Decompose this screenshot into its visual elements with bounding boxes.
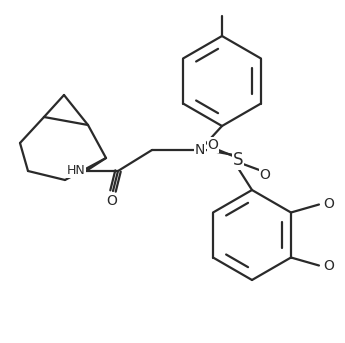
Text: HN: HN bbox=[67, 165, 85, 177]
Text: S: S bbox=[233, 151, 243, 169]
Text: O: O bbox=[323, 198, 334, 212]
Text: O: O bbox=[107, 194, 117, 208]
Text: O: O bbox=[323, 259, 334, 272]
Text: O: O bbox=[208, 138, 218, 152]
Text: N: N bbox=[195, 143, 205, 157]
Text: O: O bbox=[259, 168, 270, 182]
